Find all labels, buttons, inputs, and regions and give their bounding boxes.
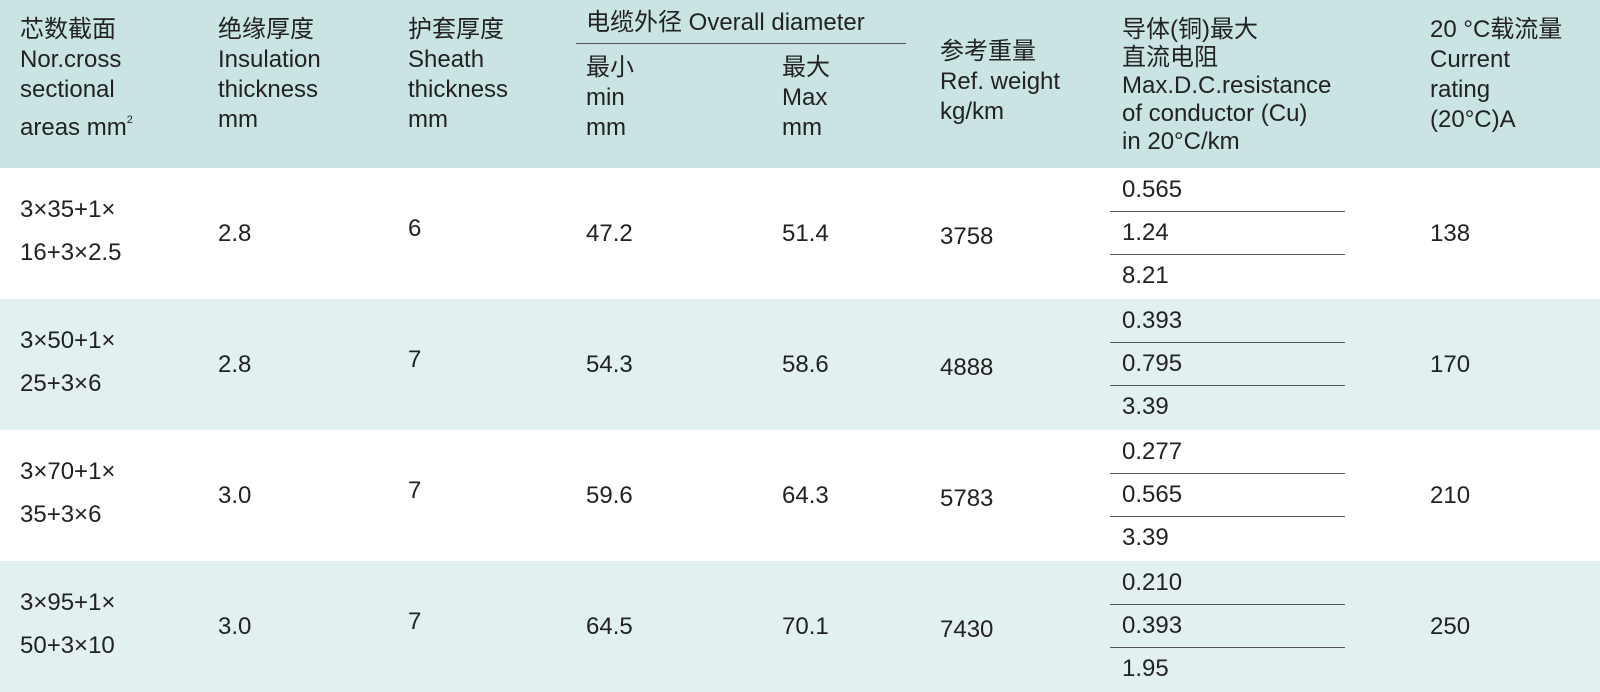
header-text: rating xyxy=(1430,76,1491,103)
superscript: 2 xyxy=(126,114,133,126)
section-text: 3×35+1× xyxy=(20,196,116,223)
header-text: thickness xyxy=(408,76,509,103)
section-text: 16+3×2.5 xyxy=(20,239,122,266)
header-text: Current xyxy=(1430,46,1511,73)
current: 210 xyxy=(1430,482,1471,509)
insulation: 3.0 xyxy=(218,482,252,509)
header-text: Nor.cross xyxy=(20,46,122,73)
max-diameter: 51.4 xyxy=(782,220,829,247)
current: 170 xyxy=(1430,351,1471,378)
header-text: 参考重量 xyxy=(940,38,1036,65)
resistance: 0.393 xyxy=(1122,307,1183,334)
insulation: 2.8 xyxy=(218,220,252,247)
header-text: sectional xyxy=(20,76,115,103)
resistance: 0.393 xyxy=(1122,612,1183,639)
resistance: 0.565 xyxy=(1122,176,1183,203)
resistance: 0.795 xyxy=(1122,350,1183,377)
header-text: (20°C)A xyxy=(1430,106,1516,133)
header-text: 护套厚度 xyxy=(408,16,504,43)
header-text: of conductor (Cu) xyxy=(1122,100,1308,127)
resistance: 1.24 xyxy=(1122,219,1169,246)
header-text: min xyxy=(586,84,625,111)
insulation: 3.0 xyxy=(218,613,252,640)
resistance-divider xyxy=(1110,211,1345,212)
header-text: 芯数截面 xyxy=(20,16,116,43)
min-diameter: 59.6 xyxy=(586,482,633,509)
weight: 7430 xyxy=(940,616,994,643)
current: 250 xyxy=(1430,613,1471,640)
resistance: 1.95 xyxy=(1122,655,1169,682)
current: 138 xyxy=(1430,220,1471,247)
group-title: 电缆外径 Overall diameter xyxy=(586,9,865,36)
header-text: areas mm2 xyxy=(20,114,133,141)
header-text: 导体(铜)最大 xyxy=(1122,16,1258,43)
resistance: 0.565 xyxy=(1122,481,1183,508)
group-underline xyxy=(576,43,906,44)
section-text: 35+3×6 xyxy=(20,501,102,528)
header-text: kg/km xyxy=(940,98,1005,125)
header-background xyxy=(0,0,1600,168)
section-text: 3×70+1× xyxy=(20,458,116,485)
resistance-divider xyxy=(1110,385,1345,386)
min-diameter: 54.3 xyxy=(586,351,633,378)
resistance: 8.21 xyxy=(1122,262,1169,289)
header-text: mm xyxy=(586,114,626,141)
header-text: 最大 xyxy=(782,54,830,81)
header-text: thickness xyxy=(218,76,319,103)
resistance: 0.277 xyxy=(1122,438,1183,465)
row-background xyxy=(0,168,1600,299)
min-diameter: 47.2 xyxy=(586,220,633,247)
row-background xyxy=(0,299,1600,430)
resistance-divider xyxy=(1110,342,1345,343)
sheath: 7 xyxy=(408,608,422,635)
header-text: 直流电阻 xyxy=(1122,44,1218,71)
insulation: 2.8 xyxy=(218,351,252,378)
header-text: mm xyxy=(218,106,258,133)
weight: 3758 xyxy=(940,223,994,250)
resistance: 0.210 xyxy=(1122,569,1183,596)
section-text: 3×95+1× xyxy=(20,589,116,616)
section-text: 3×50+1× xyxy=(20,327,116,354)
sheath: 6 xyxy=(408,215,422,242)
header-text: 绝缘厚度 xyxy=(218,16,314,43)
header-text: Sheath xyxy=(408,46,485,73)
max-diameter: 70.1 xyxy=(782,613,829,640)
header-text: in 20°C/km xyxy=(1122,128,1240,155)
resistance: 3.39 xyxy=(1122,524,1169,551)
min-diameter: 64.5 xyxy=(586,613,633,640)
header-text: 20 °C载流量 xyxy=(1430,16,1563,43)
header-text: Ref. weight xyxy=(940,68,1061,95)
resistance-divider xyxy=(1110,254,1345,255)
weight: 4888 xyxy=(940,354,994,381)
resistance-divider xyxy=(1110,604,1345,605)
resistance: 3.39 xyxy=(1122,393,1169,420)
header-text: Max.D.C.resistance xyxy=(1122,72,1332,99)
header-text: mm xyxy=(408,106,448,133)
resistance-divider xyxy=(1110,473,1345,474)
section-text: 25+3×6 xyxy=(20,370,102,397)
max-diameter: 64.3 xyxy=(782,482,829,509)
row-background xyxy=(0,430,1600,561)
header-text: Max xyxy=(782,84,828,111)
resistance-divider xyxy=(1110,647,1345,648)
section-text: 50+3×10 xyxy=(20,632,115,659)
max-diameter: 58.6 xyxy=(782,351,829,378)
sheath: 7 xyxy=(408,477,422,504)
header-text: Insulation xyxy=(218,46,321,73)
header-text: mm xyxy=(782,114,822,141)
weight: 5783 xyxy=(940,485,994,512)
sheath: 7 xyxy=(408,346,422,373)
header-text: 最小 xyxy=(586,54,634,81)
resistance-divider xyxy=(1110,516,1345,517)
row-background xyxy=(0,561,1600,692)
